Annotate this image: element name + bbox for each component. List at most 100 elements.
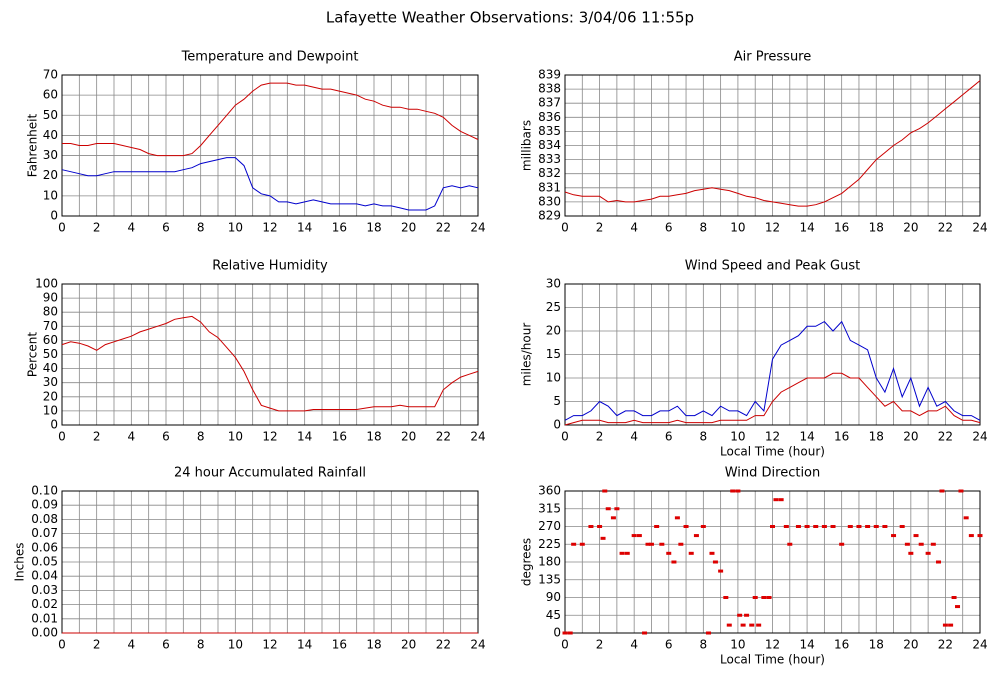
x-tick-label: 18 (366, 638, 381, 652)
x-tick-label: 22 (938, 430, 953, 444)
data-point (821, 525, 827, 528)
x-tick-label: 10 (228, 430, 243, 444)
data-point (770, 525, 775, 528)
x-tick-label: 16 (332, 221, 347, 235)
chart-title: Wind Direction (725, 466, 821, 481)
data-line (564, 372, 981, 426)
data-point (659, 542, 665, 546)
y-tick-label: 20 (43, 389, 58, 403)
x-tick-label: 12 (765, 638, 780, 652)
y-tick-label: 0.02 (31, 597, 58, 611)
data-point (588, 525, 594, 528)
data-point (709, 551, 715, 555)
data-line (62, 82, 479, 157)
data-point (752, 596, 758, 599)
data-line (564, 320, 981, 421)
data-point (882, 525, 888, 528)
y-tick-label: 0.10 (31, 484, 58, 498)
data-point (597, 525, 603, 528)
x-tick-label: 0 (58, 221, 66, 235)
data-point (918, 542, 924, 546)
y-tick-label: 0.06 (31, 540, 58, 554)
x-tick-label: 6 (665, 638, 673, 652)
x-tick-label: 2 (596, 638, 604, 652)
x-tick-label: 16 (834, 221, 849, 235)
data-point (968, 534, 974, 538)
x-tick-label: 4 (630, 221, 638, 235)
y-tick-label: 70 (43, 68, 58, 82)
data-point (891, 534, 897, 538)
x-tick-label: 2 (93, 430, 101, 444)
y-tick-label: 831 (538, 180, 561, 194)
y-tick-label: 225 (538, 537, 561, 551)
x-tick-label: 0 (58, 638, 66, 652)
x-tick-label: 18 (869, 221, 884, 235)
x-tick-label: 22 (436, 221, 451, 235)
y-tick-label: 30 (43, 375, 58, 389)
x-tick-label: 6 (162, 638, 170, 652)
data-point (726, 623, 732, 627)
y-tick-label: 80 (43, 305, 58, 319)
x-tick-label: 12 (262, 430, 277, 444)
plot-frame (61, 74, 479, 217)
data-point (718, 569, 724, 573)
x-tick-label: 4 (128, 638, 136, 652)
y-tick-label: 10 (43, 403, 58, 417)
data-point (925, 551, 931, 555)
data-point (756, 623, 762, 627)
data-line (61, 315, 479, 412)
x-tick-label: 10 (730, 221, 745, 235)
plot-frame (564, 74, 981, 217)
data-point (735, 489, 741, 493)
data-point (700, 525, 706, 528)
data-point (619, 551, 625, 555)
x-tick-label: 8 (700, 638, 708, 652)
x-tick-label: 0 (561, 221, 569, 235)
x-tick-label: 4 (630, 638, 638, 652)
x-tick-label: 22 (436, 430, 451, 444)
data-point (712, 560, 718, 564)
data-point (678, 542, 684, 546)
x-tick-label: 16 (332, 430, 347, 444)
y-tick-label: 90 (546, 590, 561, 604)
data-point (605, 507, 611, 511)
data-point (773, 498, 779, 502)
chart-title: Temperature and Dewpoint (181, 50, 359, 65)
data-point (688, 551, 694, 555)
x-tick-label: 18 (869, 638, 884, 652)
data-point (939, 489, 945, 493)
y-tick-label: 360 (538, 484, 561, 498)
x-tick-label: 20 (401, 638, 416, 652)
x-tick-label: 18 (869, 430, 884, 444)
y-tick-label: 180 (538, 555, 561, 569)
data-point (955, 605, 961, 609)
x-tick-label: 6 (665, 221, 673, 235)
y-axis-label: Percent (26, 332, 40, 377)
chart-title: Wind Speed and Peak Gust (685, 259, 860, 274)
y-tick-label: 835 (538, 124, 561, 138)
x-tick-label: 4 (128, 221, 136, 235)
x-axis-label: Local Time (hour) (720, 653, 825, 667)
data-point (571, 542, 577, 546)
x-tick-label: 4 (128, 430, 136, 444)
y-tick-label: 50 (43, 347, 58, 361)
data-point (674, 516, 680, 520)
y-tick-label: 833 (538, 152, 561, 166)
x-tick-label: 18 (366, 221, 381, 235)
data-point (783, 525, 789, 528)
x-tick-label: 14 (297, 638, 312, 652)
y-tick-label: 0.09 (31, 498, 58, 512)
data-point (977, 534, 983, 538)
y-axis-label: millibars (520, 120, 534, 171)
y-tick-label: 90 (43, 291, 58, 305)
y-tick-label: 0 (50, 209, 58, 223)
x-tick-label: 10 (730, 638, 745, 652)
x-tick-label: 20 (903, 638, 918, 652)
data-point (778, 498, 784, 502)
data-point (562, 631, 568, 635)
y-axis-label: degrees (520, 538, 534, 586)
data-point (737, 613, 743, 617)
x-tick-label: 2 (93, 221, 101, 235)
x-tick-label: 8 (197, 638, 205, 652)
